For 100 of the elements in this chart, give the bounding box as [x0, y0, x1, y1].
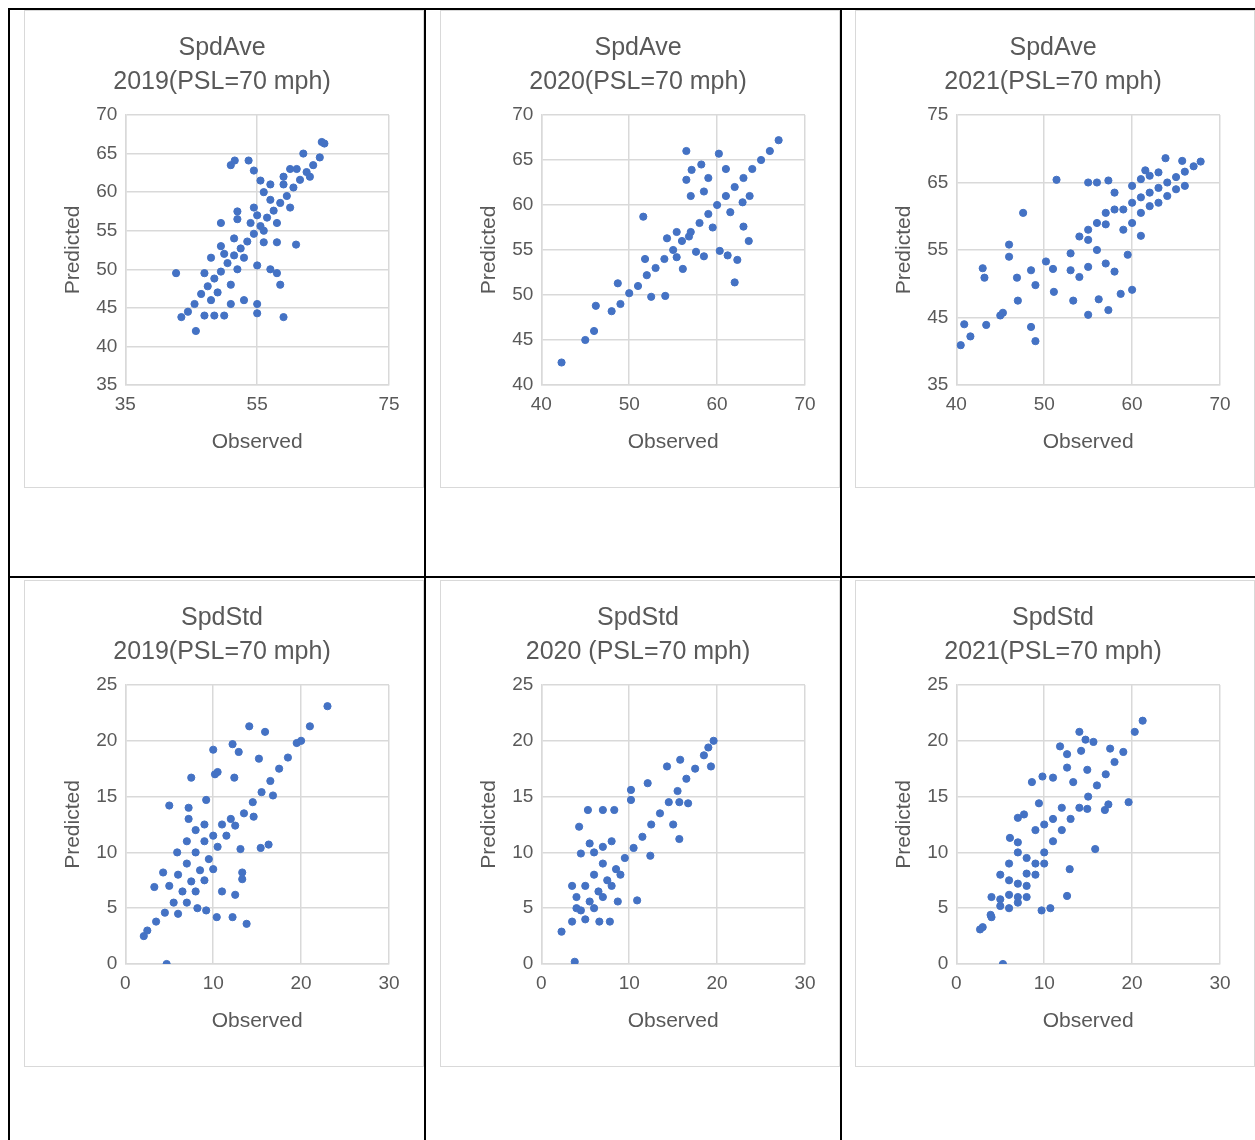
y-axis-title: Predicted: [60, 205, 84, 295]
point: [581, 881, 590, 890]
point: [678, 264, 687, 273]
point: [642, 271, 651, 280]
point: [691, 764, 700, 773]
chart-title: SpdAve: [594, 31, 682, 60]
y-tick-label: 25: [96, 673, 118, 695]
point: [704, 743, 713, 752]
y-tick-label: 5: [106, 896, 118, 918]
y-tick-label: 20: [512, 729, 534, 751]
point: [662, 762, 672, 771]
point: [568, 917, 577, 926]
y-tick-label: 25: [512, 673, 534, 695]
point: [660, 254, 669, 264]
point: [598, 892, 607, 902]
point: [675, 798, 684, 807]
x-tick-label: 60: [706, 392, 728, 414]
point: [616, 870, 625, 879]
point: [699, 187, 709, 196]
point: [633, 896, 642, 905]
point: [672, 253, 681, 262]
y-tick-label: 55: [927, 238, 949, 260]
y-tick-label: 5: [937, 896, 949, 918]
x-axis-title: Observed: [627, 429, 719, 453]
point: [607, 307, 616, 316]
point: [691, 247, 701, 256]
point: [598, 859, 607, 868]
x-axis-title: Observed: [1042, 1008, 1134, 1032]
point: [643, 779, 652, 788]
y-tick-label: 0: [522, 952, 534, 974]
y-tick-label: 20: [96, 729, 118, 751]
point: [739, 173, 748, 183]
x-tick-label: 20: [706, 971, 728, 993]
point: [715, 246, 724, 255]
point: [583, 805, 593, 815]
point: [699, 252, 709, 261]
y-tick-label: 0: [937, 952, 949, 974]
point: [576, 849, 585, 858]
y-tick-label: 75: [927, 103, 949, 125]
point: [704, 173, 713, 183]
y-tick-label: 0: [106, 952, 118, 974]
point: [611, 865, 621, 874]
point: [581, 915, 590, 924]
y-tick-label: 45: [96, 296, 118, 318]
point: [756, 155, 766, 165]
y-axis-title: Predicted: [891, 780, 915, 869]
point: [633, 281, 643, 291]
point: [607, 837, 616, 846]
point: [738, 198, 747, 207]
point: [575, 822, 584, 831]
point: [572, 904, 581, 913]
y-tick-label: 20: [927, 729, 949, 751]
y-tick-label: 60: [512, 193, 534, 215]
point: [570, 957, 579, 964]
point: [709, 736, 718, 745]
point: [730, 182, 739, 192]
x-tick-label: 20: [290, 971, 312, 993]
y-tick-label: 55: [96, 218, 118, 240]
point: [626, 795, 636, 805]
point: [591, 301, 600, 310]
point: [605, 917, 614, 926]
y-tick-label: 50: [512, 283, 534, 305]
point: [706, 762, 716, 771]
point: [697, 160, 706, 169]
y-tick-label: 55: [512, 238, 534, 260]
x-tick-label: 75: [378, 392, 400, 414]
chart-title: SpdStd: [596, 601, 680, 630]
point: [613, 897, 622, 906]
x-tick-label: 10: [618, 971, 640, 993]
y-axis-title: Predicted: [476, 780, 500, 869]
point: [733, 255, 742, 264]
y-tick-label: 5: [522, 896, 534, 918]
x-axis-title: Observed: [627, 1008, 719, 1032]
chart-subtitle: 2021(PSL=70 mph): [944, 65, 1162, 94]
chart-title: SpdStd: [180, 601, 264, 630]
y-tick-label: 60: [96, 180, 118, 202]
point: [647, 292, 656, 301]
point: [557, 927, 566, 936]
point: [677, 236, 687, 246]
point: [651, 263, 660, 273]
point: [672, 227, 681, 237]
point: [589, 326, 599, 336]
point: [723, 251, 732, 260]
point: [739, 222, 748, 231]
point: [594, 887, 603, 896]
point: [684, 232, 694, 241]
x-tick-label: 70: [1209, 392, 1231, 414]
point: [726, 208, 735, 217]
point: [646, 851, 655, 860]
point: [676, 755, 685, 764]
y-tick-label: 35: [96, 373, 118, 395]
point: [639, 212, 648, 221]
y-tick-label: 25: [927, 673, 949, 695]
point: [603, 876, 612, 885]
point: [704, 209, 713, 219]
point: [745, 191, 754, 201]
chart-subtitle: 2020(PSL=70 mph): [529, 65, 747, 94]
y-tick-label: 70: [512, 103, 534, 125]
point: [682, 146, 691, 156]
point: [684, 799, 693, 808]
